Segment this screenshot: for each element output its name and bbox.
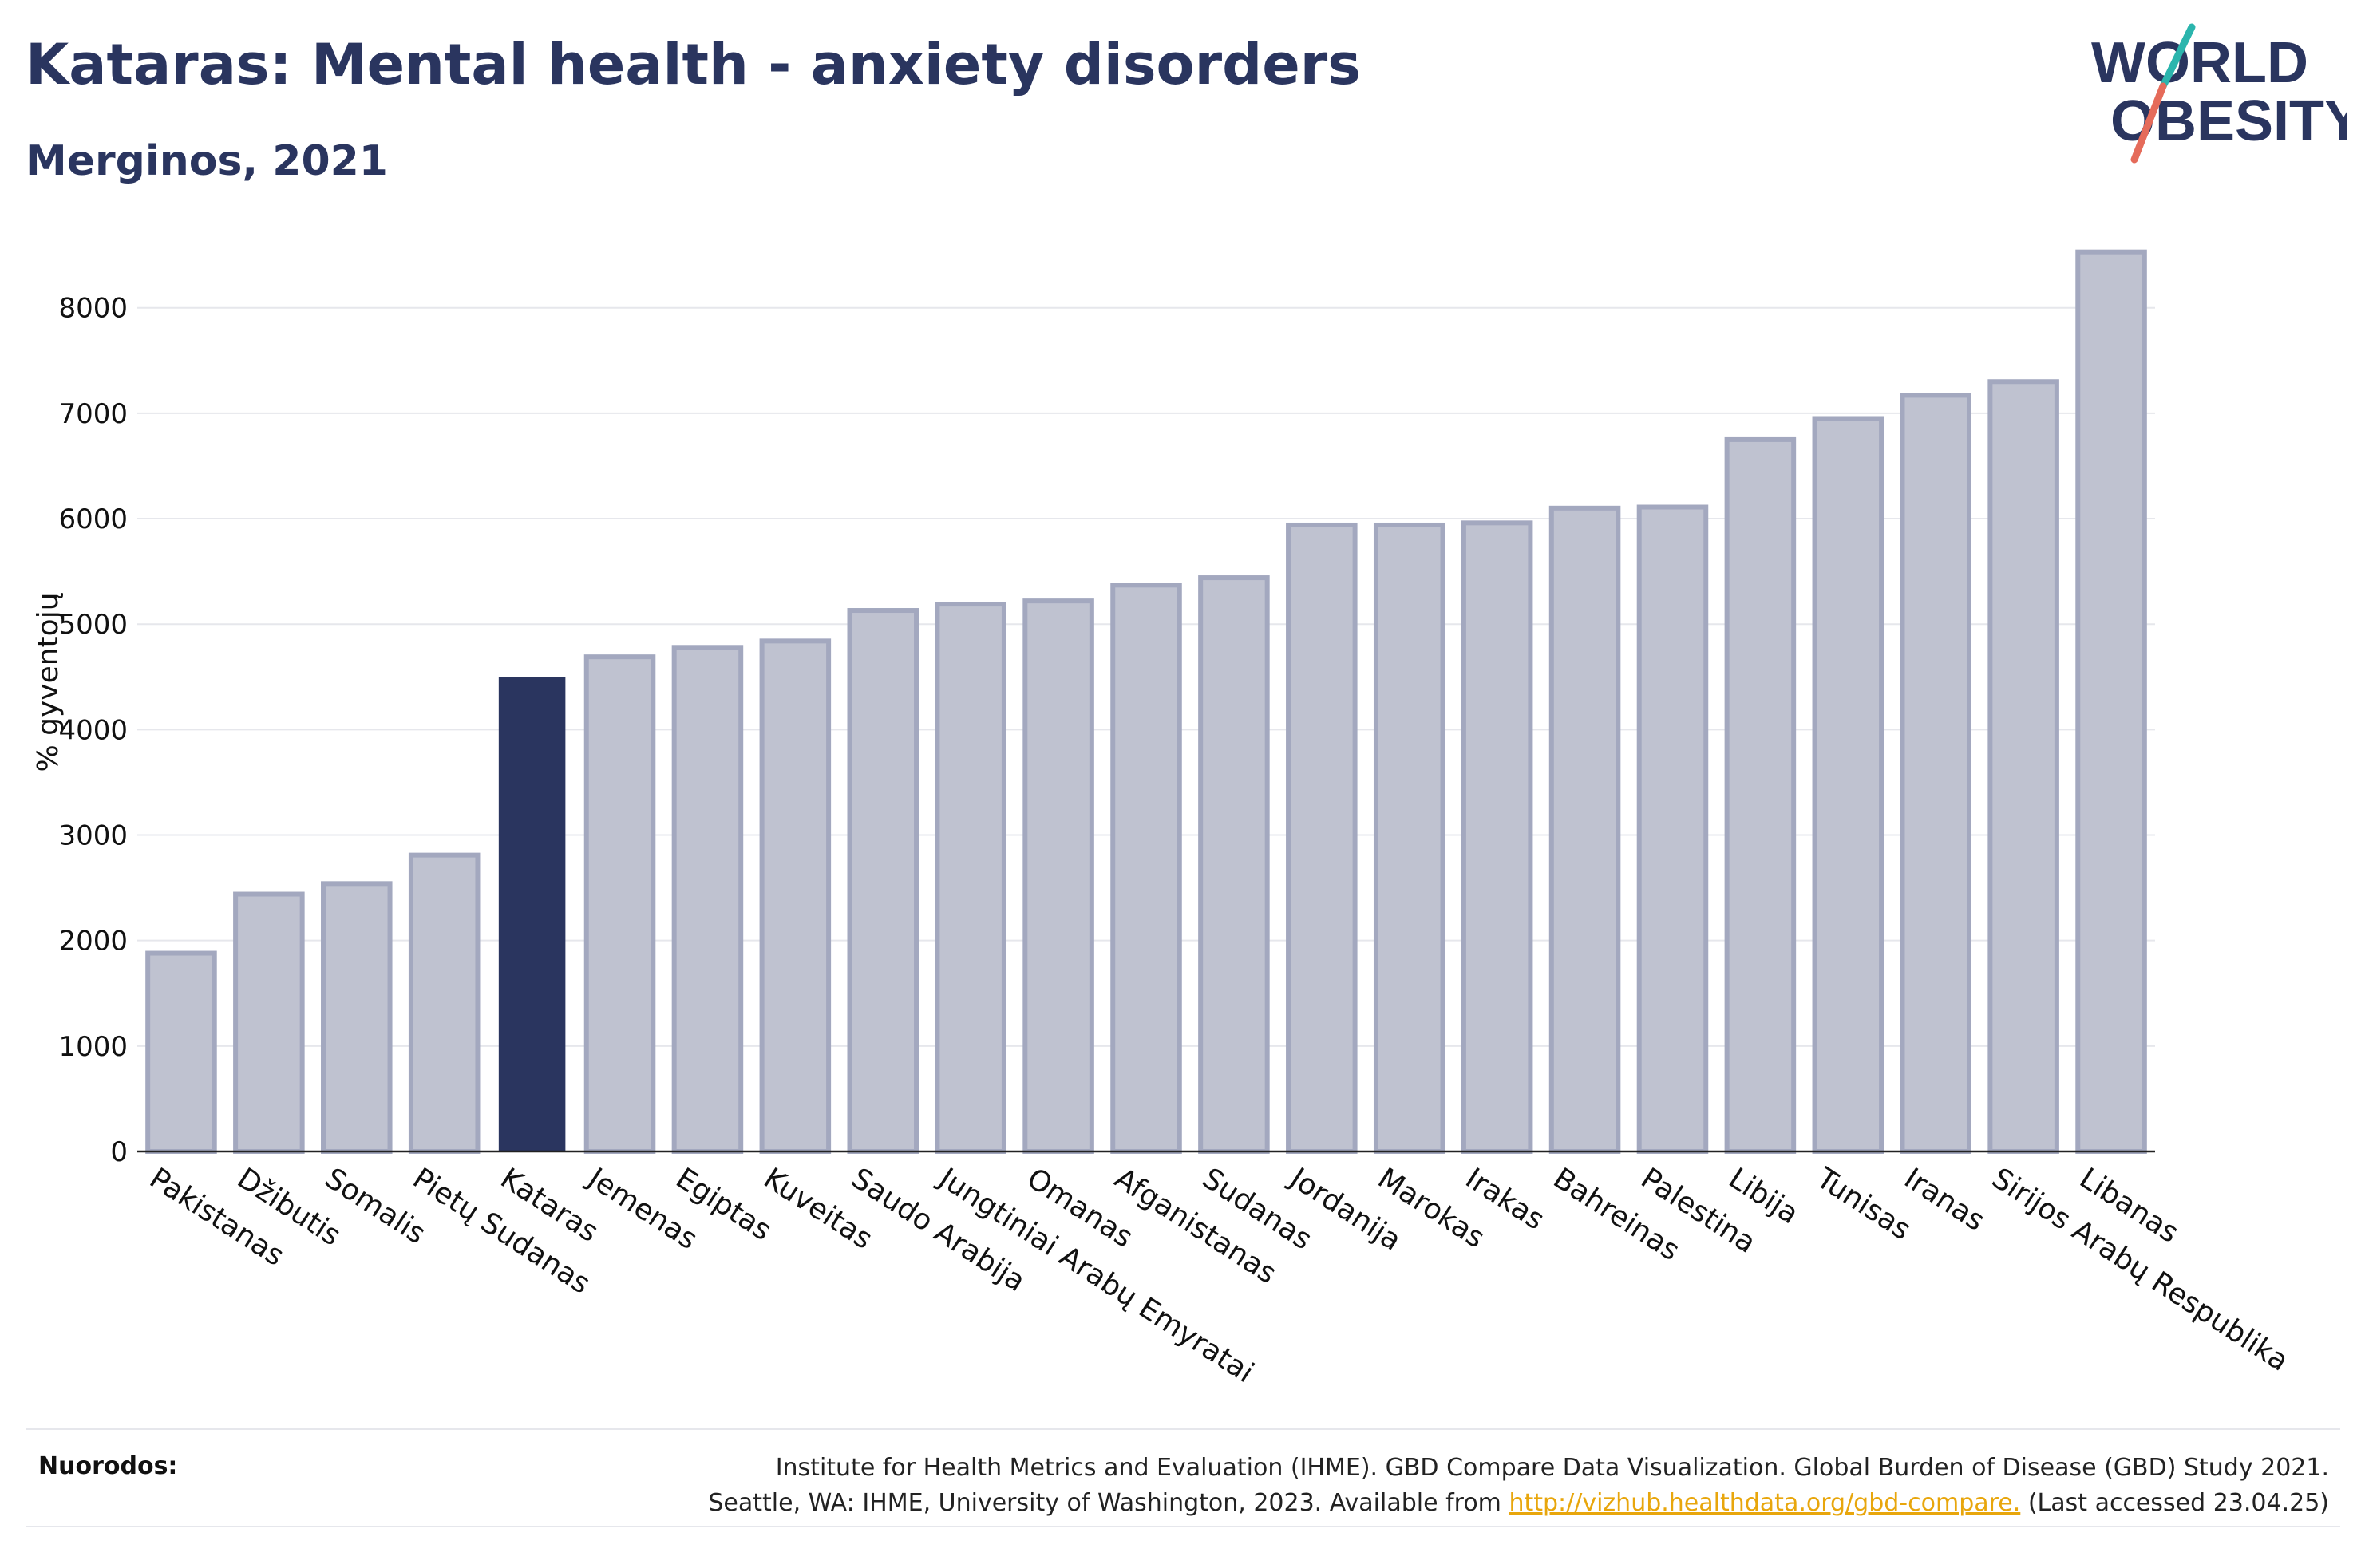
reference-line-1: Institute for Health Metrics and Evaluat…: [775, 1454, 2329, 1482]
world-obesity-logo: WORLD OBESITY: [2091, 23, 2347, 164]
bar-pietų-sudanas: [408, 852, 481, 1154]
bar-palestina: [1636, 504, 1709, 1154]
bar-kuveitas: [759, 638, 832, 1154]
bar-sudanas: [1198, 575, 1270, 1154]
logo-word-world: WORLD: [2091, 31, 2308, 95]
bar-saudo-arabija: [847, 608, 919, 1154]
bar-somalis: [321, 881, 393, 1154]
page-subtitle: Merginos, 2021: [26, 137, 388, 185]
reference-link[interactable]: http://vizhub.healthdata.org/gbd-compare…: [1509, 1489, 2021, 1517]
page-title: Kataras: Mental health - anxiety disorde…: [26, 32, 1361, 97]
bar-kataras: [498, 677, 566, 1151]
reference-line-2-prefix: Seattle, WA: IHME, University of Washing…: [708, 1489, 1509, 1517]
y-tick-label: 6000: [58, 504, 128, 535]
x-tick-label: Tunisas: [1810, 1162, 1917, 1247]
bar-pakistanas: [145, 950, 217, 1154]
bar-chart: 010002000300040005000600070008000Pakista…: [32, 249, 2294, 1389]
y-tick-label: 1000: [58, 1031, 128, 1063]
y-tick-label: 3000: [58, 820, 128, 852]
bar-omanas: [1022, 598, 1094, 1154]
bar-bahreinas: [1548, 505, 1621, 1154]
bar-jordanija: [1286, 522, 1358, 1154]
y-tick-label: 5000: [58, 609, 128, 641]
bar-sirijos-arabų-respublika: [1987, 379, 2059, 1154]
x-tick-label: Iranas: [1898, 1162, 1991, 1238]
y-tick-label: 0: [110, 1136, 128, 1168]
bar-marokas: [1373, 522, 1445, 1154]
bar-libanas: [2075, 249, 2147, 1154]
logo-slash-coral: [2130, 82, 2167, 164]
y-tick-label: 4000: [58, 714, 128, 746]
y-tick-label: 2000: [58, 926, 128, 958]
y-tick-label: 7000: [58, 398, 128, 430]
references-label: Nuorodos:: [38, 1452, 178, 1480]
bar-libija: [1724, 436, 1797, 1154]
bar-egiptas: [671, 645, 744, 1154]
footer-divider-bottom: [26, 1526, 2340, 1527]
bar-irakas: [1461, 520, 1533, 1154]
bar-iranas: [1900, 393, 1971, 1154]
logo-slash-teal: [2159, 23, 2196, 90]
bar-tunisas: [1812, 416, 1884, 1154]
y-tick-label: 8000: [58, 293, 128, 325]
bar-jungtiniai-arabų-emyratai: [935, 602, 1006, 1154]
references-text: Institute for Health Metrics and Evaluat…: [708, 1451, 2329, 1521]
bar-afganistanas: [1110, 583, 1182, 1154]
footer-divider-top: [26, 1428, 2340, 1430]
reference-line-2-suffix: (Last accessed 23.04.25): [2020, 1489, 2329, 1517]
bar-jemenas: [583, 654, 656, 1154]
y-axis-label: % gyventojų: [32, 592, 65, 772]
reference-line-2: Seattle, WA: IHME, University of Washing…: [708, 1486, 2329, 1521]
bar-džibutis: [233, 891, 305, 1155]
